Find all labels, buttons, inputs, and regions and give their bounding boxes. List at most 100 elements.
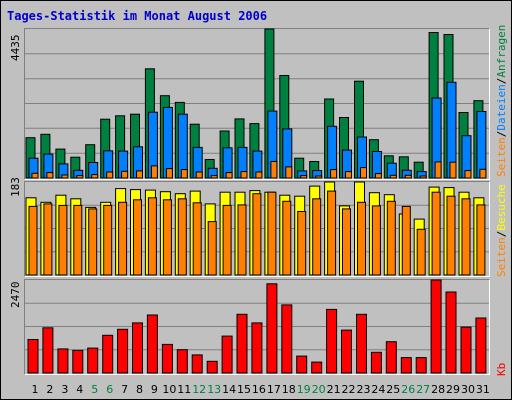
bar-seiten-top xyxy=(136,170,143,179)
bar-kb xyxy=(72,349,84,374)
bar-kb xyxy=(221,335,233,374)
bar-seiten-mid xyxy=(416,228,426,276)
bar-seiten-top xyxy=(270,161,278,179)
legend-seiten-mid: Seiten xyxy=(495,237,508,277)
bar-kb xyxy=(266,283,278,374)
bar-seiten-top xyxy=(434,161,442,179)
day-label: 30 xyxy=(461,383,475,396)
bar-seiten-top xyxy=(479,168,487,179)
day-label: 31 xyxy=(476,383,490,396)
bar-seiten-mid xyxy=(461,198,471,276)
day-label: 3 xyxy=(61,383,68,396)
bar-seiten-top xyxy=(150,165,158,179)
bar-kb xyxy=(161,343,173,374)
bar-seiten-top xyxy=(76,175,84,179)
bar-kb xyxy=(132,322,143,374)
bar-seiten-top xyxy=(464,170,472,179)
bar-seiten-top xyxy=(449,161,457,179)
bar-seiten-mid xyxy=(177,198,187,276)
day-label: 11 xyxy=(177,383,191,396)
day-label: 29 xyxy=(446,383,460,396)
bar-kb xyxy=(341,329,352,374)
bar-seiten-mid xyxy=(312,198,322,276)
bar-dateien xyxy=(162,106,173,179)
bar-seiten-top xyxy=(404,174,412,179)
day-label: 9 xyxy=(151,383,158,396)
bar-kb xyxy=(460,326,472,374)
day-label: 21 xyxy=(327,383,341,396)
bar-kb xyxy=(370,351,382,374)
day-label: 8 xyxy=(136,383,143,396)
bar-kb xyxy=(475,317,487,374)
day-label: 23 xyxy=(357,383,371,396)
bar-seiten-top xyxy=(389,174,397,179)
bar-seiten-mid xyxy=(297,211,307,276)
bar-seiten-mid xyxy=(73,204,83,276)
bar-seiten-mid xyxy=(58,204,68,276)
bar-seiten-top xyxy=(225,172,233,179)
bar-seiten-mid xyxy=(357,201,366,276)
bar-kb xyxy=(42,327,54,374)
day-label: 24 xyxy=(371,383,385,396)
bar-seiten-mid xyxy=(133,199,142,276)
bar-seiten-mid xyxy=(88,208,98,276)
bar-seiten-top xyxy=(180,169,188,179)
bar-kb xyxy=(296,355,308,374)
bar-seiten-top xyxy=(61,174,69,179)
day-label: 28 xyxy=(431,383,445,396)
bar-kb xyxy=(400,357,412,374)
bar-seiten-mid xyxy=(162,199,172,276)
bar-seiten-mid xyxy=(431,191,441,276)
bar-seiten-top xyxy=(31,172,39,179)
day-label: 10 xyxy=(162,383,176,396)
bar-seiten-top xyxy=(91,174,99,179)
bar-kb xyxy=(356,313,367,374)
bar-kb xyxy=(206,360,218,374)
day-label: 26 xyxy=(401,383,415,396)
bar-seiten-top xyxy=(345,171,352,179)
bar-kb xyxy=(102,334,114,374)
day-label: 13 xyxy=(207,383,221,396)
bar-kb xyxy=(57,348,69,374)
bar-kb xyxy=(311,361,323,374)
legend-sep: / xyxy=(495,77,508,85)
bar-seiten-top xyxy=(300,175,308,179)
legend-sep: / xyxy=(495,130,508,138)
bar-kb xyxy=(445,291,457,374)
day-label: 20 xyxy=(312,383,326,396)
bar-seiten-mid xyxy=(267,191,277,276)
bar-seiten-top xyxy=(419,175,427,179)
bar-seiten-mid xyxy=(371,205,381,276)
bar-seiten-top xyxy=(285,166,293,179)
bar-kb xyxy=(176,349,188,374)
bar-seiten-mid xyxy=(28,205,38,276)
bar-kb xyxy=(430,279,442,374)
bar-seiten-mid xyxy=(118,201,128,276)
bar-seiten-mid xyxy=(237,204,247,276)
legend-top: Seiten/Dateien/Anfragen xyxy=(495,25,508,177)
bar-seiten-mid xyxy=(147,197,157,276)
legend-sep: / xyxy=(495,230,508,238)
bar-kb xyxy=(326,308,338,374)
bar-kb xyxy=(87,347,99,374)
bar-seiten-mid xyxy=(252,193,262,276)
bar-seiten-top xyxy=(46,172,54,179)
bar-kb xyxy=(385,341,397,374)
bar-seiten-mid xyxy=(282,200,292,276)
bar-seiten-mid xyxy=(446,195,456,276)
legend-anfragen: Anfragen xyxy=(495,24,508,78)
bar-seiten-mid xyxy=(401,205,411,276)
bar-seiten-top xyxy=(121,170,129,179)
bar-seiten-top xyxy=(360,167,367,179)
bar-seiten-mid xyxy=(207,221,217,276)
legend-dateien: Dateien xyxy=(495,84,508,131)
bar-kb xyxy=(415,357,427,374)
day-label: 2 xyxy=(46,383,53,396)
legend-seiten-top: Seiten xyxy=(495,137,508,177)
bar-seiten-top xyxy=(240,171,248,179)
bar-seiten-top xyxy=(330,169,338,179)
bar-kb xyxy=(251,322,263,374)
day-label: 16 xyxy=(252,383,266,396)
